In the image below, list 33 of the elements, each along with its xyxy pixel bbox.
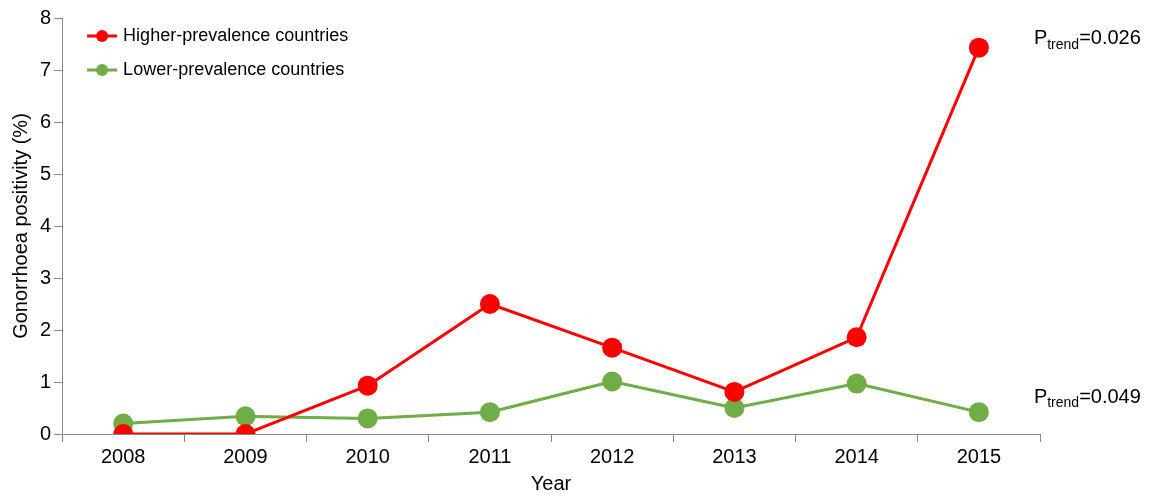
point bbox=[602, 371, 623, 392]
point bbox=[968, 402, 989, 423]
y-tick-label: 8 bbox=[40, 5, 52, 28]
y-tick-label: 0 bbox=[40, 421, 52, 444]
y-tick-label: 1 bbox=[40, 369, 52, 392]
x-tick-label: 2012 bbox=[589, 444, 635, 467]
x-tick-label: 2009 bbox=[223, 444, 268, 467]
point bbox=[846, 327, 867, 348]
x-tick-label: 2010 bbox=[345, 444, 390, 467]
y-tick-label: 3 bbox=[40, 265, 52, 288]
y-tick-label: 2 bbox=[40, 317, 52, 340]
point bbox=[479, 402, 500, 423]
point bbox=[357, 408, 378, 429]
y-tick-label: 5 bbox=[40, 161, 52, 184]
point bbox=[602, 337, 623, 358]
point bbox=[235, 406, 256, 427]
point bbox=[479, 294, 500, 314]
x-tick-label: 2011 bbox=[468, 444, 512, 467]
point bbox=[846, 373, 867, 394]
x-axis-title: Year bbox=[530, 471, 572, 494]
x-tick-label: 2014 bbox=[834, 444, 879, 467]
y-axis-title: Gonorrhoea positivity (%) bbox=[8, 113, 31, 339]
point bbox=[357, 375, 378, 396]
y-tick-label: 6 bbox=[40, 109, 52, 132]
y-tick-label: 7 bbox=[40, 57, 52, 80]
legend-label: Higher-prevalence countries bbox=[123, 24, 349, 45]
point bbox=[724, 381, 745, 402]
x-tick-label: 2013 bbox=[712, 444, 757, 467]
y-tick-label: 4 bbox=[40, 213, 52, 236]
point bbox=[968, 37, 989, 58]
x-tick-label: 2008 bbox=[100, 444, 146, 467]
legend-label: Lower-prevalence countries bbox=[123, 58, 345, 79]
x-tick-label: 2015 bbox=[956, 444, 1002, 467]
